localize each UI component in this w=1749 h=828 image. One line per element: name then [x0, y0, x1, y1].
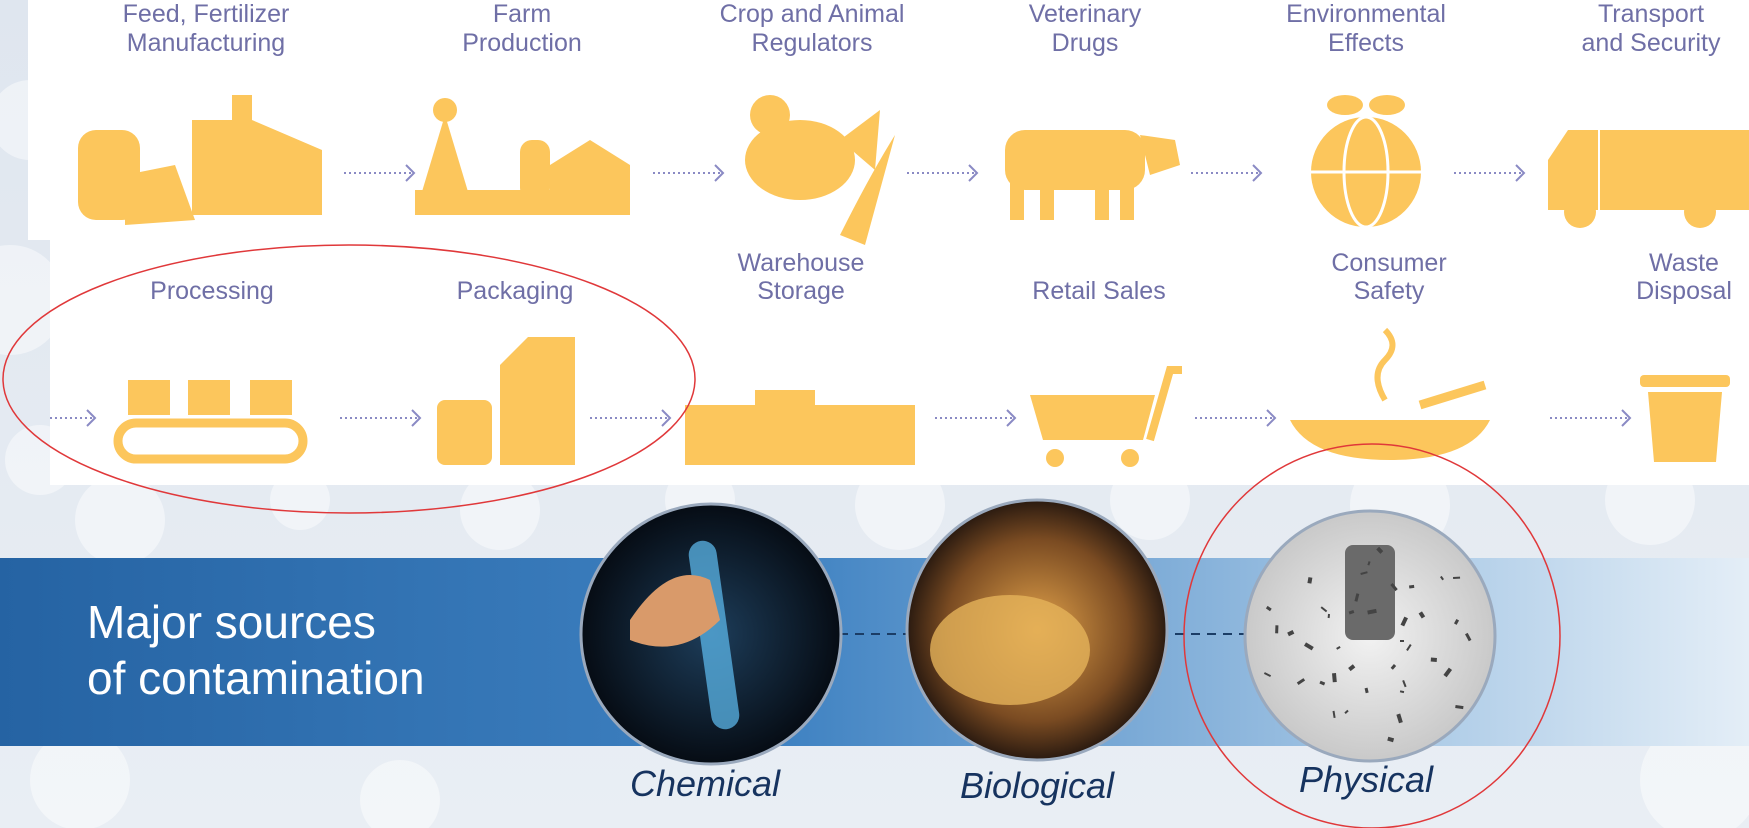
stage-label: Production — [462, 29, 582, 57]
source-label: Chemical — [630, 763, 781, 804]
stage-label: Warehouse — [738, 249, 865, 277]
icon-shape — [437, 400, 492, 465]
stage-label: Retail Sales — [1032, 277, 1165, 305]
stage-label: Storage — [757, 277, 845, 305]
icon-shape — [1369, 95, 1405, 115]
icon-shape — [520, 140, 550, 200]
icon-shape — [1640, 375, 1730, 387]
stage-label: Packaging — [457, 277, 574, 305]
stage-label: Transport — [1598, 0, 1704, 28]
debris-bit — [1328, 614, 1330, 618]
icon-shape — [1040, 180, 1054, 220]
stage-label: Disposal — [1636, 277, 1732, 305]
icon-shape — [128, 380, 170, 415]
stage-label: Drugs — [1052, 29, 1119, 57]
stage-label: Veterinary — [1029, 0, 1142, 28]
stage-label: Environmental — [1286, 0, 1446, 28]
debris-bit — [1453, 577, 1460, 579]
icon-shape — [1120, 180, 1134, 220]
petri-dish — [930, 595, 1090, 705]
source-label: Physical — [1299, 759, 1434, 800]
stage-label: Waste — [1649, 249, 1719, 277]
debris-bit — [1275, 625, 1278, 633]
infographic: Major sources of contamination Chemical … — [0, 0, 1749, 828]
icon-shape — [1684, 196, 1716, 228]
stage-label: Farm — [493, 0, 551, 28]
stage-label: Processing — [150, 277, 274, 305]
icon-shape — [188, 380, 230, 415]
debris-bit — [1431, 658, 1437, 662]
icon-shape — [500, 337, 575, 465]
icon-shape — [1121, 449, 1139, 467]
icon-shape — [1030, 395, 1155, 440]
metal-block — [1345, 545, 1395, 640]
stage-label: and Security — [1582, 29, 1721, 57]
icon-shape — [1046, 449, 1064, 467]
section-title: of contamination — [87, 652, 425, 704]
icon-shape — [1648, 392, 1722, 462]
stage-label: Safety — [1354, 277, 1425, 305]
stage-label: Manufacturing — [127, 29, 285, 57]
icon-shape — [1327, 95, 1363, 115]
stage-label: Feed, Fertilizer — [123, 0, 290, 28]
debris-bit — [1409, 585, 1414, 589]
icon-shape — [1564, 196, 1596, 228]
debris-bit — [1332, 673, 1337, 682]
source-label: Biological — [960, 765, 1115, 806]
section-title: Major sources — [87, 596, 376, 648]
icon-shape — [433, 98, 457, 122]
icon-shape — [750, 95, 790, 135]
debris-bit — [1400, 640, 1404, 642]
stage-label: Effects — [1328, 29, 1404, 57]
stage-label: Regulators — [752, 29, 873, 57]
stage-label: Crop and Animal — [720, 0, 905, 28]
icon-shape — [1010, 180, 1024, 220]
icon-shape — [1600, 130, 1749, 210]
icon-shape — [1095, 180, 1109, 220]
icon-shape — [250, 380, 292, 415]
stage-label: Consumer — [1331, 249, 1446, 277]
